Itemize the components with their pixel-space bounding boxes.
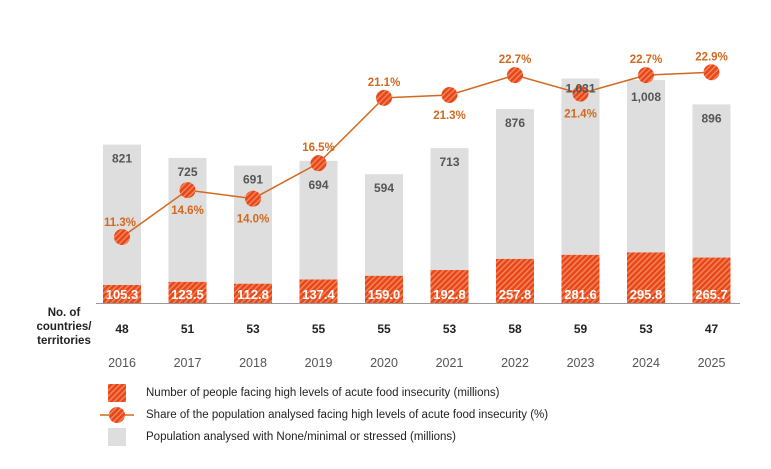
red-bar-label: 295.8 [630,287,663,302]
grey-bar-label: 713 [439,155,459,169]
red-bar [234,283,272,303]
legend-item-share: Share of the population analysed facing … [100,406,548,424]
grey-bar [234,165,272,284]
country-count: 55 [377,322,391,336]
line-dot-swatch-icon [100,406,134,424]
share-point [114,229,130,245]
grey-bar-label: 694 [308,178,328,192]
year-label: 2025 [698,356,726,370]
share-label: 21.4% [564,109,597,121]
share-point [703,64,720,81]
grey-bar [692,104,731,258]
share-label: 22.9% [695,51,728,63]
red-bar-label: 192.8 [433,287,466,302]
red-bar-label: 281.6 [564,287,597,302]
grey-bar [496,109,534,259]
grey-bar-label: 594 [374,181,394,195]
grey-bar [627,80,665,253]
year-label: 2019 [305,356,333,370]
year-label: 2020 [370,356,398,370]
red-bar [168,281,207,303]
year-label: 2024 [632,356,660,370]
year-label: 2018 [239,356,267,370]
red-bar [365,275,403,303]
country-count: 53 [246,322,260,336]
grey-bar-label: 896 [701,111,721,125]
grey-bar-label: 1,008 [631,90,661,104]
share-point [507,67,523,84]
grey-bar-label: 876 [505,116,525,130]
share-point [441,87,458,103]
share-point [245,190,261,207]
grey-bar [299,160,338,280]
share-label: 16.5% [302,142,335,154]
country-count: 47 [705,322,719,336]
share-point [310,155,327,172]
year-label: 2016 [108,356,136,370]
year-label: 2021 [436,356,464,370]
share-label: 21.3% [433,110,466,122]
red-bar [561,254,600,303]
grey-bar-label: 725 [177,165,197,179]
red-bar [299,279,338,303]
year-label: 2023 [567,356,595,370]
red-bar [430,270,469,303]
country-count: 58 [508,322,522,336]
red-bar [627,252,665,303]
red-bar-label: 137.4 [302,287,335,302]
country-count: 48 [115,322,129,336]
country-count: 51 [181,322,195,336]
country-count: 53 [443,322,457,336]
red-bar-label: 112.8 [237,287,269,302]
grey-bar [103,144,141,285]
countries-row-label: No. of countries/ territories [36,307,92,347]
red-bar [103,284,141,303]
share-point [179,182,196,199]
country-count: 53 [639,322,653,336]
share-label: 11.3% [104,217,136,229]
legend-item-population: Population analysed with None/minimal or… [108,428,456,446]
share-point [638,67,654,84]
grey-bar-label: 1,031 [565,82,595,96]
share-label: 22.7% [630,54,663,66]
red-bar-label: 265.7 [695,287,728,302]
grey-swatch-icon [108,428,126,446]
country-count: 55 [312,322,326,336]
red-bar-label: 257.8 [499,287,532,302]
red-bar-label: 123.5 [171,287,204,302]
legend-item-people: Number of people facing high levels of a… [108,384,500,402]
year-label: 2017 [174,356,202,370]
red-bar [692,257,731,303]
country-count: 59 [574,322,588,336]
grey-bar [365,174,403,276]
grey-bar [430,148,469,271]
red-bar-label: 159.0 [368,287,401,302]
share-point [376,89,392,106]
share-label: 14.0% [237,214,270,226]
legend-label: Population analysed with None/minimal or… [146,431,456,443]
legend-label: Share of the population analysed facing … [146,409,549,421]
legend-label: Number of people facing high levels of a… [146,387,500,399]
red-bar [496,258,534,303]
year-label: 2022 [501,356,529,370]
share-label: 21.1% [368,77,401,89]
grey-bar [561,78,600,255]
share-label: 14.6% [171,205,204,217]
grey-bar-label: 691 [243,173,263,187]
grey-bar-label: 821 [112,152,132,166]
grey-bar [168,157,207,282]
share-label: 22.7% [499,54,532,66]
hatched-red-swatch-icon [108,384,126,402]
red-bar-label: 105.3 [106,287,139,302]
share-point [572,85,589,102]
share-line [121,71,712,238]
